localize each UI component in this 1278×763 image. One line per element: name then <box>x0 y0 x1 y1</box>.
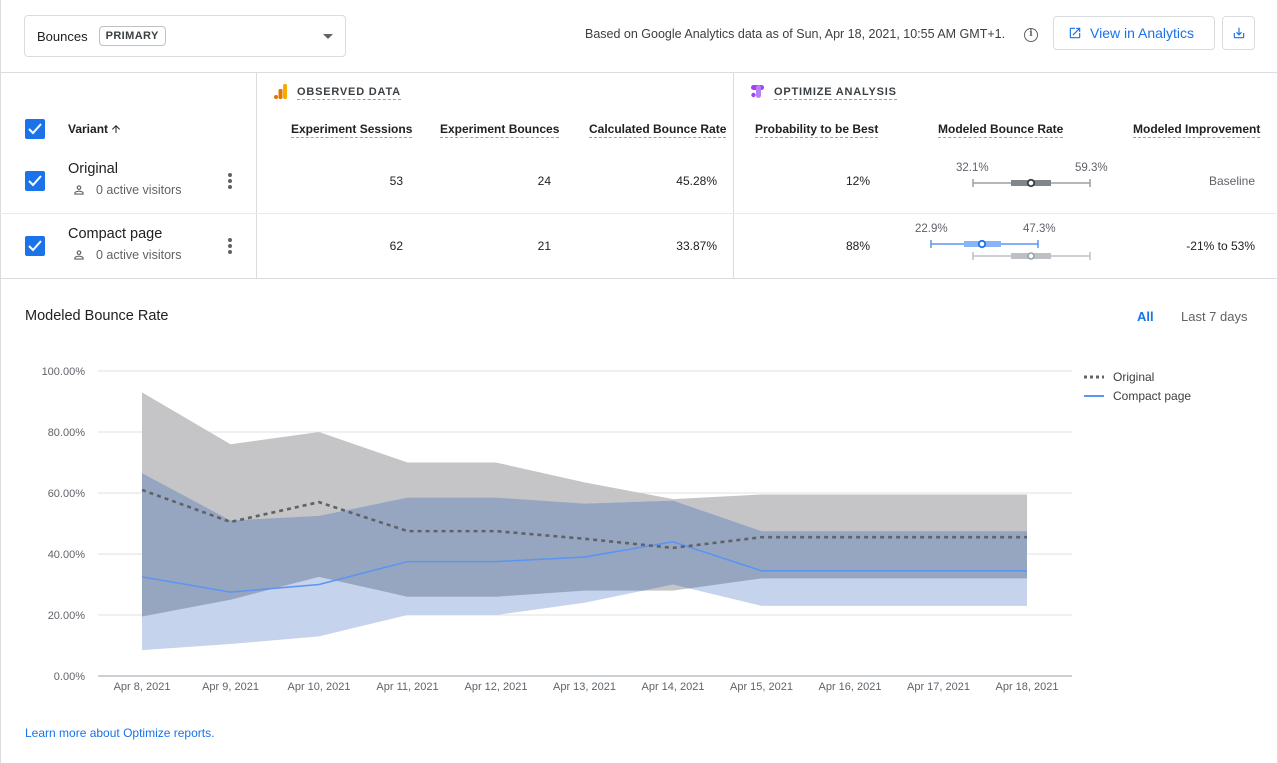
variant-name: Compact page <box>68 226 163 242</box>
legend-original: Original <box>1084 370 1154 384</box>
y-tick-label: 100.00% <box>42 366 86 378</box>
download-button[interactable] <box>1222 16 1255 50</box>
probability-cell: 88% <box>845 239 870 253</box>
view-in-analytics-label: View in Analytics <box>1090 25 1195 41</box>
legend-dotted-swatch <box>1084 375 1104 379</box>
metric-label: Bounces <box>37 28 88 44</box>
col-experiment-sessions[interactable]: Experiment Sessions <box>291 122 413 138</box>
info-icon[interactable]: i <box>1024 28 1038 42</box>
x-tick-label: Apr 10, 2021 <box>288 681 351 693</box>
chart-title: Modeled Bounce Rate <box>25 308 169 324</box>
x-tick-label: Apr 15, 2021 <box>730 681 793 693</box>
row-divider <box>0 213 1278 214</box>
chevron-down-icon <box>323 34 333 39</box>
observed-data-title: OBSERVED DATA <box>297 86 401 100</box>
variant-header-label: Variant <box>68 122 109 136</box>
range-low-label: 22.9% <box>915 223 948 235</box>
arrow-up-icon <box>112 125 121 133</box>
col-experiment-bounces[interactable]: Experiment Bounces <box>440 122 560 138</box>
y-tick-label: 0.00% <box>54 671 85 683</box>
more-vert-icon[interactable] <box>222 171 238 191</box>
optimize-logo <box>751 85 764 98</box>
variant-sort-header[interactable]: Variant <box>68 122 122 136</box>
select-all-checkbox[interactable] <box>25 119 45 139</box>
x-tick-label: Apr 8, 2021 <box>114 681 171 693</box>
x-tick-label: Apr 16, 2021 <box>819 681 882 693</box>
tab-last-7-days[interactable]: Last 7 days <box>1181 309 1248 324</box>
x-tick-label: Apr 12, 2021 <box>465 681 528 693</box>
improvement-cell: Baseline <box>1208 174 1255 188</box>
analytics-logo <box>274 84 287 99</box>
check-icon <box>28 175 42 187</box>
x-tick-label: Apr 9, 2021 <box>202 681 259 693</box>
legend-solid-swatch <box>1084 395 1104 397</box>
rate-cell: 45.28% <box>676 174 717 188</box>
modeled-bounce-rate-chart: 0.00% 20.00% 40.00% 60.00% 80.00% 100.00% Apr … <box>42 366 1072 693</box>
row-checkbox-compact-page[interactable] <box>25 236 45 256</box>
learn-more-link[interactable]: Learn more about Optimize reports. <box>25 726 215 740</box>
x-tick-label: Apr 14, 2021 <box>642 681 705 693</box>
legend-compact-page: Compact page <box>1084 389 1191 403</box>
sessions-cell: 62 <box>389 239 403 253</box>
col-modeled-improvement[interactable]: Modeled Improvement <box>1133 122 1261 138</box>
col-calculated-bounce-rate[interactable]: Calculated Bounce Rate <box>589 122 727 138</box>
primary-badge: PRIMARY <box>98 26 166 46</box>
variant-name: Original <box>68 161 118 177</box>
active-visitors: 0 active visitors <box>72 183 181 197</box>
active-visitors-text: 0 active visitors <box>96 183 182 197</box>
y-tick-label: 60.00% <box>48 488 86 500</box>
active-visitors-text: 0 active visitors <box>96 248 182 262</box>
check-icon <box>28 240 42 252</box>
person-icon <box>74 250 84 260</box>
optimize-analysis-title: OPTIMIZE ANALYSIS <box>774 86 897 100</box>
x-tick-label: Apr 11, 2021 <box>376 681 438 693</box>
active-visitors: 0 active visitors <box>72 248 181 262</box>
view-in-analytics-button[interactable]: View in Analytics <box>1053 16 1215 50</box>
table-bottom-divider <box>0 278 1278 279</box>
column-divider <box>256 72 257 279</box>
modeled-range-bar-compact-page <box>930 239 1091 260</box>
more-vert-icon[interactable] <box>222 236 238 256</box>
metric-selector[interactable]: Bounces PRIMARY <box>24 15 346 57</box>
tab-all[interactable]: All <box>1137 309 1154 324</box>
column-divider <box>733 72 734 279</box>
open-in-new-icon <box>1069 27 1081 39</box>
col-probability-best[interactable]: Probability to be Best <box>755 122 879 138</box>
x-tick-label: Apr 18, 2021 <box>996 681 1059 693</box>
compact-page-series-line <box>141 540 1027 593</box>
download-icon <box>1233 27 1244 39</box>
table-top-divider <box>0 72 1278 73</box>
improvement-cell: -21% to 53% <box>1186 239 1255 253</box>
x-tick-label: Apr 13, 2021 <box>553 681 616 693</box>
original-series-line <box>141 488 1027 550</box>
row-checkbox-original[interactable] <box>25 171 45 191</box>
data-freshness-note: Based on Google Analytics data as of Sun… <box>585 27 1006 41</box>
bounces-cell: 21 <box>537 239 551 253</box>
legend-original-label: Original <box>1113 370 1155 384</box>
y-tick-label: 80.00% <box>48 427 86 439</box>
range-high-label: 47.3% <box>1023 223 1056 235</box>
rate-cell: 33.87% <box>676 239 717 253</box>
y-tick-label: 20.00% <box>48 610 86 622</box>
col-modeled-bounce-rate[interactable]: Modeled Bounce Rate <box>938 122 1064 138</box>
range-low-label: 32.1% <box>956 162 989 174</box>
check-icon <box>28 123 42 135</box>
range-high-label: 59.3% <box>1075 162 1108 174</box>
modeled-range-bar-original <box>972 178 1091 188</box>
x-tick-label: Apr 17, 2021 <box>907 681 970 693</box>
probability-cell: 12% <box>845 174 870 188</box>
bounces-cell: 24 <box>537 174 551 188</box>
person-icon <box>74 185 84 195</box>
legend-compact-page-label: Compact page <box>1113 389 1192 403</box>
sessions-cell: 53 <box>389 174 403 188</box>
y-tick-label: 40.00% <box>48 549 86 561</box>
